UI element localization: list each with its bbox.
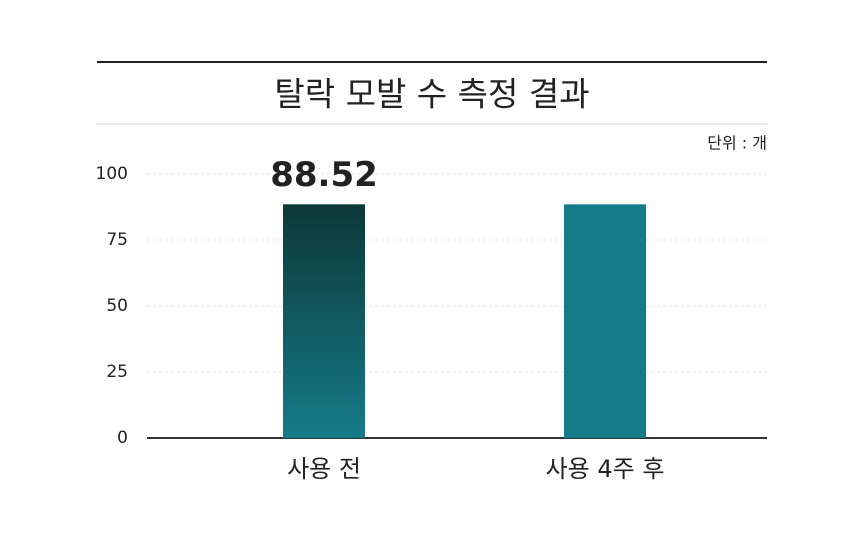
value-label: 88.52 [270,155,378,195]
bar [283,204,365,438]
y-tick-label: 100 [96,164,128,184]
x-tick-label: 사용 4주 후 [546,455,665,483]
chart-title: 탈락 모발 수 측정 결과 [274,75,589,114]
y-tick-label: 25 [106,362,128,382]
y-tick-label: 75 [106,230,128,250]
x-tick-label: 사용 전 [287,455,361,483]
unit-label: 단위 : 개 [707,134,767,153]
y-tick-label: 50 [106,296,128,316]
bar [564,204,646,438]
y-tick-label: 0 [117,428,128,448]
